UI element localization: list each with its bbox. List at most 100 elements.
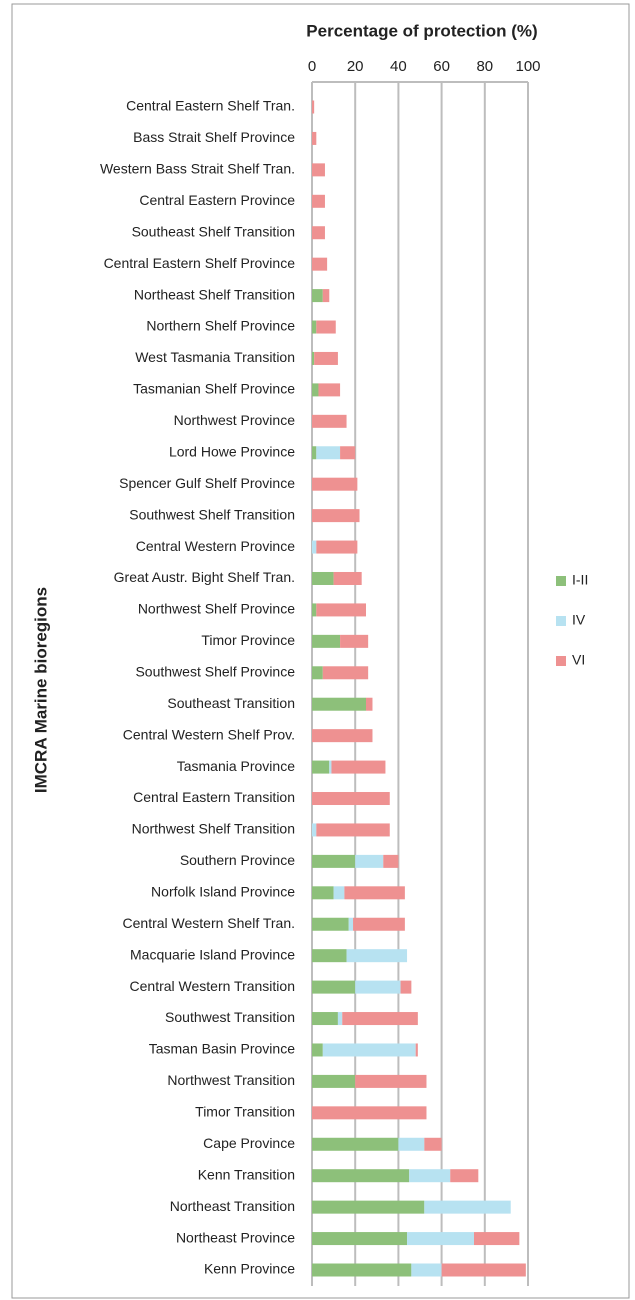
bar-segment [316,823,390,837]
bar-segment [340,634,369,648]
legend-swatch [556,576,566,586]
bar-segment [312,509,360,523]
bar-segment [474,1232,520,1246]
bar-segment [312,226,325,240]
bar-segment [312,100,315,114]
y-tick-label: Central Western Shelf Tran. [123,915,295,931]
bar-segment [316,446,341,460]
y-tick-label: Central Eastern Transition [133,789,295,805]
bar-segment [441,1263,526,1277]
x-axis-title: Percentage of protection (%) [306,21,537,40]
bar-segment [398,1137,425,1151]
bar-segment [312,477,358,491]
y-tick-label: Tasmanian Shelf Province [133,381,295,397]
bar-segment [411,1263,442,1277]
y-tick-label: Norfolk Island Province [151,884,295,900]
bar-segment [450,1169,479,1183]
bar-segment [312,1169,410,1183]
bar-segment [318,383,341,397]
y-tick-label: Central Eastern Province [139,192,295,208]
bar-segment [331,760,386,774]
y-tick-label: Tasmania Province [177,758,295,774]
bar-segment [348,917,354,931]
bar-segment [312,320,317,334]
bar-segment [312,289,323,303]
bar-segment [355,1074,427,1088]
y-tick-label: Cape Province [203,1135,295,1151]
bar-segment [333,886,345,900]
bar-segment [312,1137,399,1151]
bar-segment [312,414,347,428]
bar-segment [322,1043,416,1057]
bar-segment [312,1232,408,1246]
y-tick-label: Northwest Shelf Province [138,601,295,617]
bar-segment [314,351,338,365]
bar-segment [344,886,405,900]
bar-segment [337,1012,343,1026]
bar-segment [415,1043,418,1057]
y-tick-label: Central Eastern Shelf Province [104,255,296,271]
y-tick-label: Central Western Shelf Prov. [123,726,295,742]
legend-label: VI [572,652,585,668]
y-tick-label: Northern Shelf Province [146,318,295,334]
y-tick-label: Kenn Transition [198,1166,295,1182]
y-tick-label: Southern Province [180,852,295,868]
bar-segment [355,980,401,994]
bar-segment [312,823,317,837]
bar-segment [312,1043,323,1057]
bar-segment [353,917,405,931]
legend-label: IV [572,612,586,628]
bar-segment [312,163,325,177]
bar-segment [312,666,323,680]
bar-segment [312,760,330,774]
legend-label: I-II [572,572,588,588]
bar-segment [400,980,412,994]
legend-swatch [556,656,566,666]
bar-segment [366,697,373,711]
y-tick-label: Northwest Shelf Transition [132,821,295,837]
y-axis-title: IMCRA Marine bioregions [31,587,50,793]
bar-segment [312,854,356,868]
y-tick-label: Southeast Transition [167,695,295,711]
bar-segment [316,540,358,554]
bar-segment [312,1074,356,1088]
bar-segment [312,1263,412,1277]
bar-segment [316,603,366,617]
x-tick-label: 80 [476,58,493,75]
bar-segment [424,1200,511,1214]
bar-segment [312,1106,427,1120]
bar-segment [407,1232,474,1246]
y-tick-label: Kenn Province [204,1261,295,1277]
x-tick-label: 60 [433,58,450,75]
y-tick-label: Northeast Transition [170,1198,295,1214]
frame [11,3,630,1299]
bar-segment [383,854,399,868]
bar-segment [312,886,334,900]
y-tick-label: Southwest Shelf Province [135,663,295,679]
y-tick-label: Central Eastern Shelf Tran. [126,98,295,114]
bar-segment [322,289,330,303]
y-tick-label: Central Western Transition [130,978,295,994]
y-tick-label: Macquarie Island Province [130,946,295,962]
bar-segment [346,949,408,963]
bar-segment [340,446,356,460]
bar-segment [312,949,347,963]
bar-segment [329,760,332,774]
bar-segment [312,571,334,585]
bar-segment [312,1200,425,1214]
bar-segment [316,320,336,334]
y-tick-label: Northwest Province [174,412,296,428]
y-tick-label: Spencer Gulf Shelf Province [119,475,295,491]
bar-segment [312,792,390,806]
x-tick-label: 20 [347,58,364,75]
bar-segment [312,540,317,554]
bar-segment [312,446,317,460]
bar-segment [312,257,328,271]
bar-segment [312,917,349,931]
bar-segment [333,571,362,585]
y-tick-label: Southeast Shelf Transition [132,223,295,239]
bar-segment [409,1169,451,1183]
bar-segment [312,383,319,397]
y-tick-label: Bass Strait Shelf Province [133,129,295,145]
